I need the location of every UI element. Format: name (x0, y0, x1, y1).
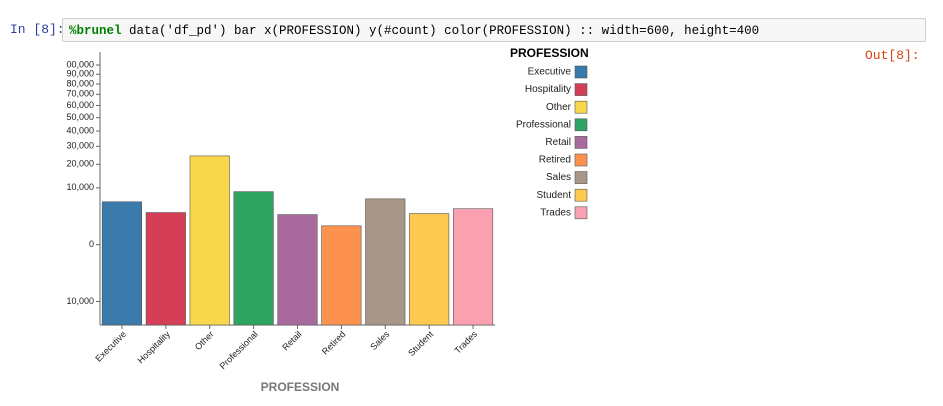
x-tick-label: Retail (280, 329, 303, 352)
y-tick-label: 10,000 (66, 182, 94, 192)
magic: %brunel (69, 24, 122, 38)
bar (277, 214, 318, 326)
bar (189, 155, 230, 326)
y-tick-label: 0 (89, 239, 94, 249)
x-tick-label: Hospitality (135, 329, 172, 366)
legend-swatch (574, 65, 588, 79)
y-tick-label: 60,000 (66, 100, 94, 110)
x-tick-label: Sales (368, 329, 391, 352)
y-axis: 10,000 0 10,000 20,000 30,000 40,000 50,000 60,… (61, 52, 101, 325)
bar (145, 212, 186, 326)
y-tick-label: 90,000 (66, 69, 94, 79)
legend-swatch (574, 136, 588, 149)
legend-label: Sales (546, 172, 571, 183)
bar (453, 208, 494, 326)
y-tick-label: 30,000 (66, 141, 94, 151)
legend-title: PROFESSION (510, 46, 589, 60)
legend-swatch (574, 188, 588, 202)
legend-label: Trades (540, 207, 571, 218)
legend-label: Executive (528, 67, 572, 78)
x-tick-label: Other (193, 329, 216, 352)
y-tick-label: 50,000 (66, 112, 94, 122)
x-tick-label: Trades (453, 329, 480, 356)
x-axis-title: PROFESSION (261, 380, 340, 394)
legend-label: Other (546, 102, 572, 113)
legend-swatch (574, 118, 588, 132)
legend-swatch (574, 206, 588, 220)
y-tick-label: 10,000 (66, 296, 94, 306)
legend-label: Student (537, 190, 572, 201)
y-tick-label: 20,000 (66, 159, 94, 169)
y-tick-label: 40,000 (66, 125, 94, 135)
bar (233, 191, 274, 326)
y-tick-label: 70,000 (66, 89, 94, 99)
legend-swatch (574, 171, 588, 184)
legend-swatch (574, 83, 588, 96)
out-prompt: Out[8]: (865, 48, 920, 63)
in-prompt: In [8]: (10, 22, 65, 37)
legend-swatch (574, 153, 588, 167)
x-tick-label: Student (406, 329, 435, 358)
y-tick-label: 100,000 (61, 59, 94, 69)
x-tick-label: Retired (320, 329, 348, 357)
legend-label: Retired (539, 155, 571, 166)
bar (321, 225, 362, 326)
legend-swatch (574, 100, 588, 114)
legend-label: Retail (545, 137, 571, 148)
code-cell[interactable]: %brunel data('df_pd') bar x(PROFESSION) … (62, 18, 926, 42)
x-tick-label: Executive (93, 329, 128, 364)
legend-label: Hospitality (525, 84, 571, 95)
code: data('df_pd') bar x(PROFESSION) y(#count… (121, 24, 760, 38)
x-tick-label: Professional (218, 329, 260, 371)
legend-label: Professional (516, 119, 571, 130)
bar (409, 213, 450, 326)
bar (365, 198, 406, 326)
y-tick-label: 80,000 (66, 78, 94, 88)
bar (101, 201, 142, 326)
